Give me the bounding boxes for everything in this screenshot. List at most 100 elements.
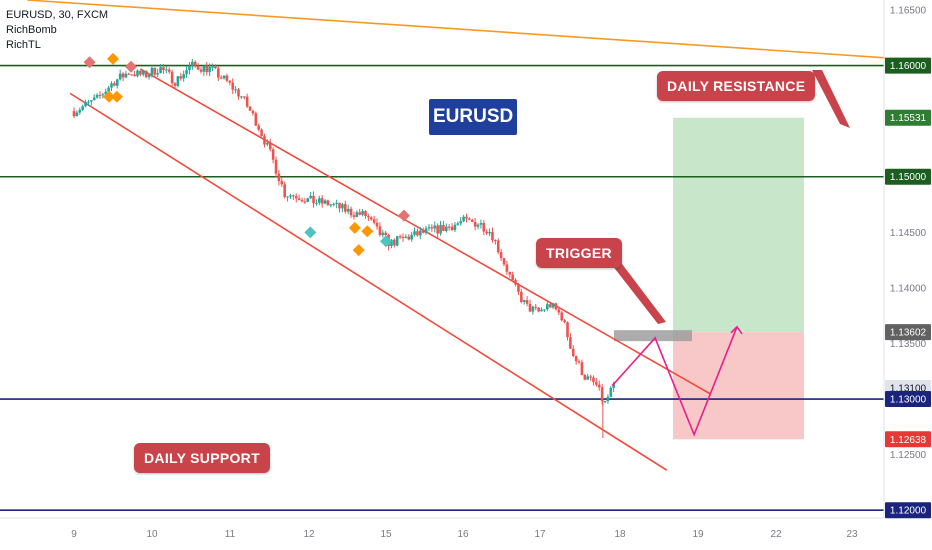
- candle-body: [595, 382, 598, 385]
- price-label-box-green: [885, 168, 931, 185]
- candle-body: [254, 113, 258, 126]
- candle-body: [280, 181, 284, 185]
- candle-body: [199, 69, 203, 72]
- candle-body: [468, 218, 471, 220]
- candle-body: [277, 173, 281, 182]
- candle-body: [257, 125, 261, 130]
- candle-body: [543, 309, 546, 311]
- candle-body: [609, 387, 613, 397]
- candle-body: [72, 111, 76, 117]
- price-tick-label: 1.12500: [890, 450, 927, 461]
- candle-body: [104, 91, 108, 95]
- price-label-box-grey: [885, 324, 931, 341]
- candle-body: [303, 201, 307, 203]
- candle-body: [393, 239, 396, 246]
- price-label-green: 1.16000: [890, 61, 927, 72]
- time-tick-label: 18: [614, 529, 626, 540]
- candle-body: [211, 66, 214, 68]
- candle-body: [361, 211, 364, 215]
- price-label-blue: 1.13000: [890, 395, 927, 406]
- candle-body: [234, 89, 237, 91]
- candle-body: [546, 304, 549, 310]
- candle-body: [141, 70, 145, 75]
- trigger-pointer: [605, 256, 666, 324]
- indicator-richtl[interactable]: RichTL: [6, 39, 41, 51]
- candle-body: [349, 208, 353, 216]
- price-label-box-blue: [885, 391, 931, 408]
- candle-body: [453, 224, 457, 231]
- candle-body: [283, 184, 286, 198]
- price-tick-label: 1.14500: [890, 228, 927, 239]
- candle-body: [592, 377, 595, 383]
- candle-body: [286, 196, 289, 198]
- candle-body: [442, 224, 445, 231]
- candle-body: [115, 79, 119, 86]
- price-label-loss: 1.12638: [890, 435, 927, 446]
- candle-body: [540, 309, 543, 312]
- time-tick-label: 19: [692, 529, 704, 540]
- horizontal-levels: [0, 64, 884, 512]
- candle-body: [364, 211, 367, 217]
- candle-body: [505, 264, 509, 272]
- candle-body: [107, 87, 110, 92]
- candle-body: [589, 376, 592, 378]
- candle-body: [167, 69, 171, 72]
- candle-body: [566, 322, 569, 338]
- candle-body: [375, 222, 379, 227]
- candle-body: [450, 226, 454, 231]
- projection-line: [611, 326, 738, 437]
- candle-body: [274, 159, 278, 174]
- candle-body: [124, 73, 128, 78]
- signal-diamond: [348, 221, 361, 234]
- candle-body: [462, 216, 465, 222]
- candle-body: [528, 303, 532, 312]
- price-label-box-loss: [885, 431, 931, 448]
- candle-body: [309, 195, 312, 199]
- candle-body: [341, 204, 344, 209]
- time-tick-label: 9: [71, 529, 77, 540]
- candle-body: [410, 234, 413, 240]
- callout-pointers: [605, 70, 850, 324]
- projection-path: [611, 325, 743, 437]
- candle-body: [537, 307, 540, 312]
- candle-body: [136, 70, 139, 77]
- candle-body: [459, 221, 463, 224]
- time-tick-label: 12: [303, 529, 315, 540]
- candle-body: [263, 136, 266, 145]
- signal-diamond: [361, 225, 374, 238]
- candle-body: [323, 200, 327, 204]
- candle-body: [508, 271, 512, 275]
- candle-body: [121, 73, 125, 78]
- indicator-richbomb[interactable]: RichBomb: [6, 24, 57, 36]
- candle-body: [292, 195, 295, 197]
- candle-body: [193, 61, 197, 66]
- candle-body: [205, 65, 209, 73]
- time-tick-label: 10: [146, 529, 158, 540]
- time-tick-label: 15: [380, 529, 392, 540]
- time-tick-label: 11: [225, 529, 236, 540]
- symbol-badge: EURUSD: [429, 99, 518, 135]
- price-label-box-blue: [885, 502, 931, 519]
- candle-body: [338, 202, 341, 209]
- candle-body: [217, 68, 220, 78]
- candle-body: [332, 203, 336, 205]
- loss-zone: [673, 332, 804, 440]
- candle-body: [231, 82, 235, 90]
- candle-body: [318, 198, 321, 203]
- candle-body: [416, 231, 419, 236]
- candle-body: [162, 67, 165, 71]
- candle-body: [87, 101, 90, 103]
- signal-diamond: [352, 244, 365, 257]
- candle-body: [214, 66, 217, 69]
- candle-body: [494, 239, 497, 241]
- candle-body: [381, 232, 385, 235]
- signal-diamond: [124, 60, 137, 73]
- candle-body: [473, 221, 477, 227]
- candle-body: [101, 94, 105, 96]
- candle-body: [384, 232, 387, 235]
- candle-body: [407, 236, 411, 240]
- candle-body: [312, 195, 315, 204]
- signal-diamond: [110, 90, 123, 103]
- candle-body: [499, 252, 503, 259]
- candle-body: [531, 306, 535, 312]
